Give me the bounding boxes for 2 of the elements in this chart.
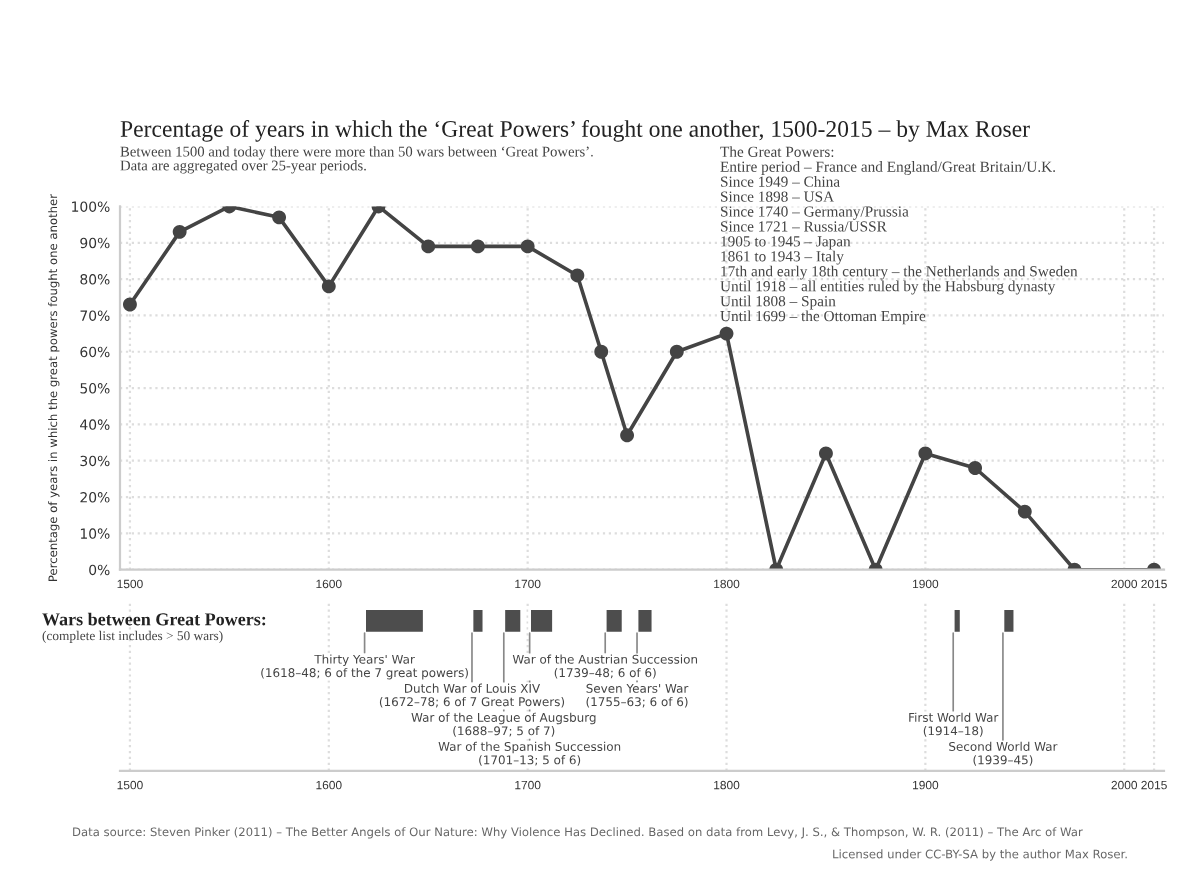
chart-title: Wars between Great Powers:: [42, 612, 266, 626]
chart-title: Percentage of years in which the ‘Great Powers’ fought one another, 1500-2015 – by Max Roser: [120, 120, 1030, 142]
